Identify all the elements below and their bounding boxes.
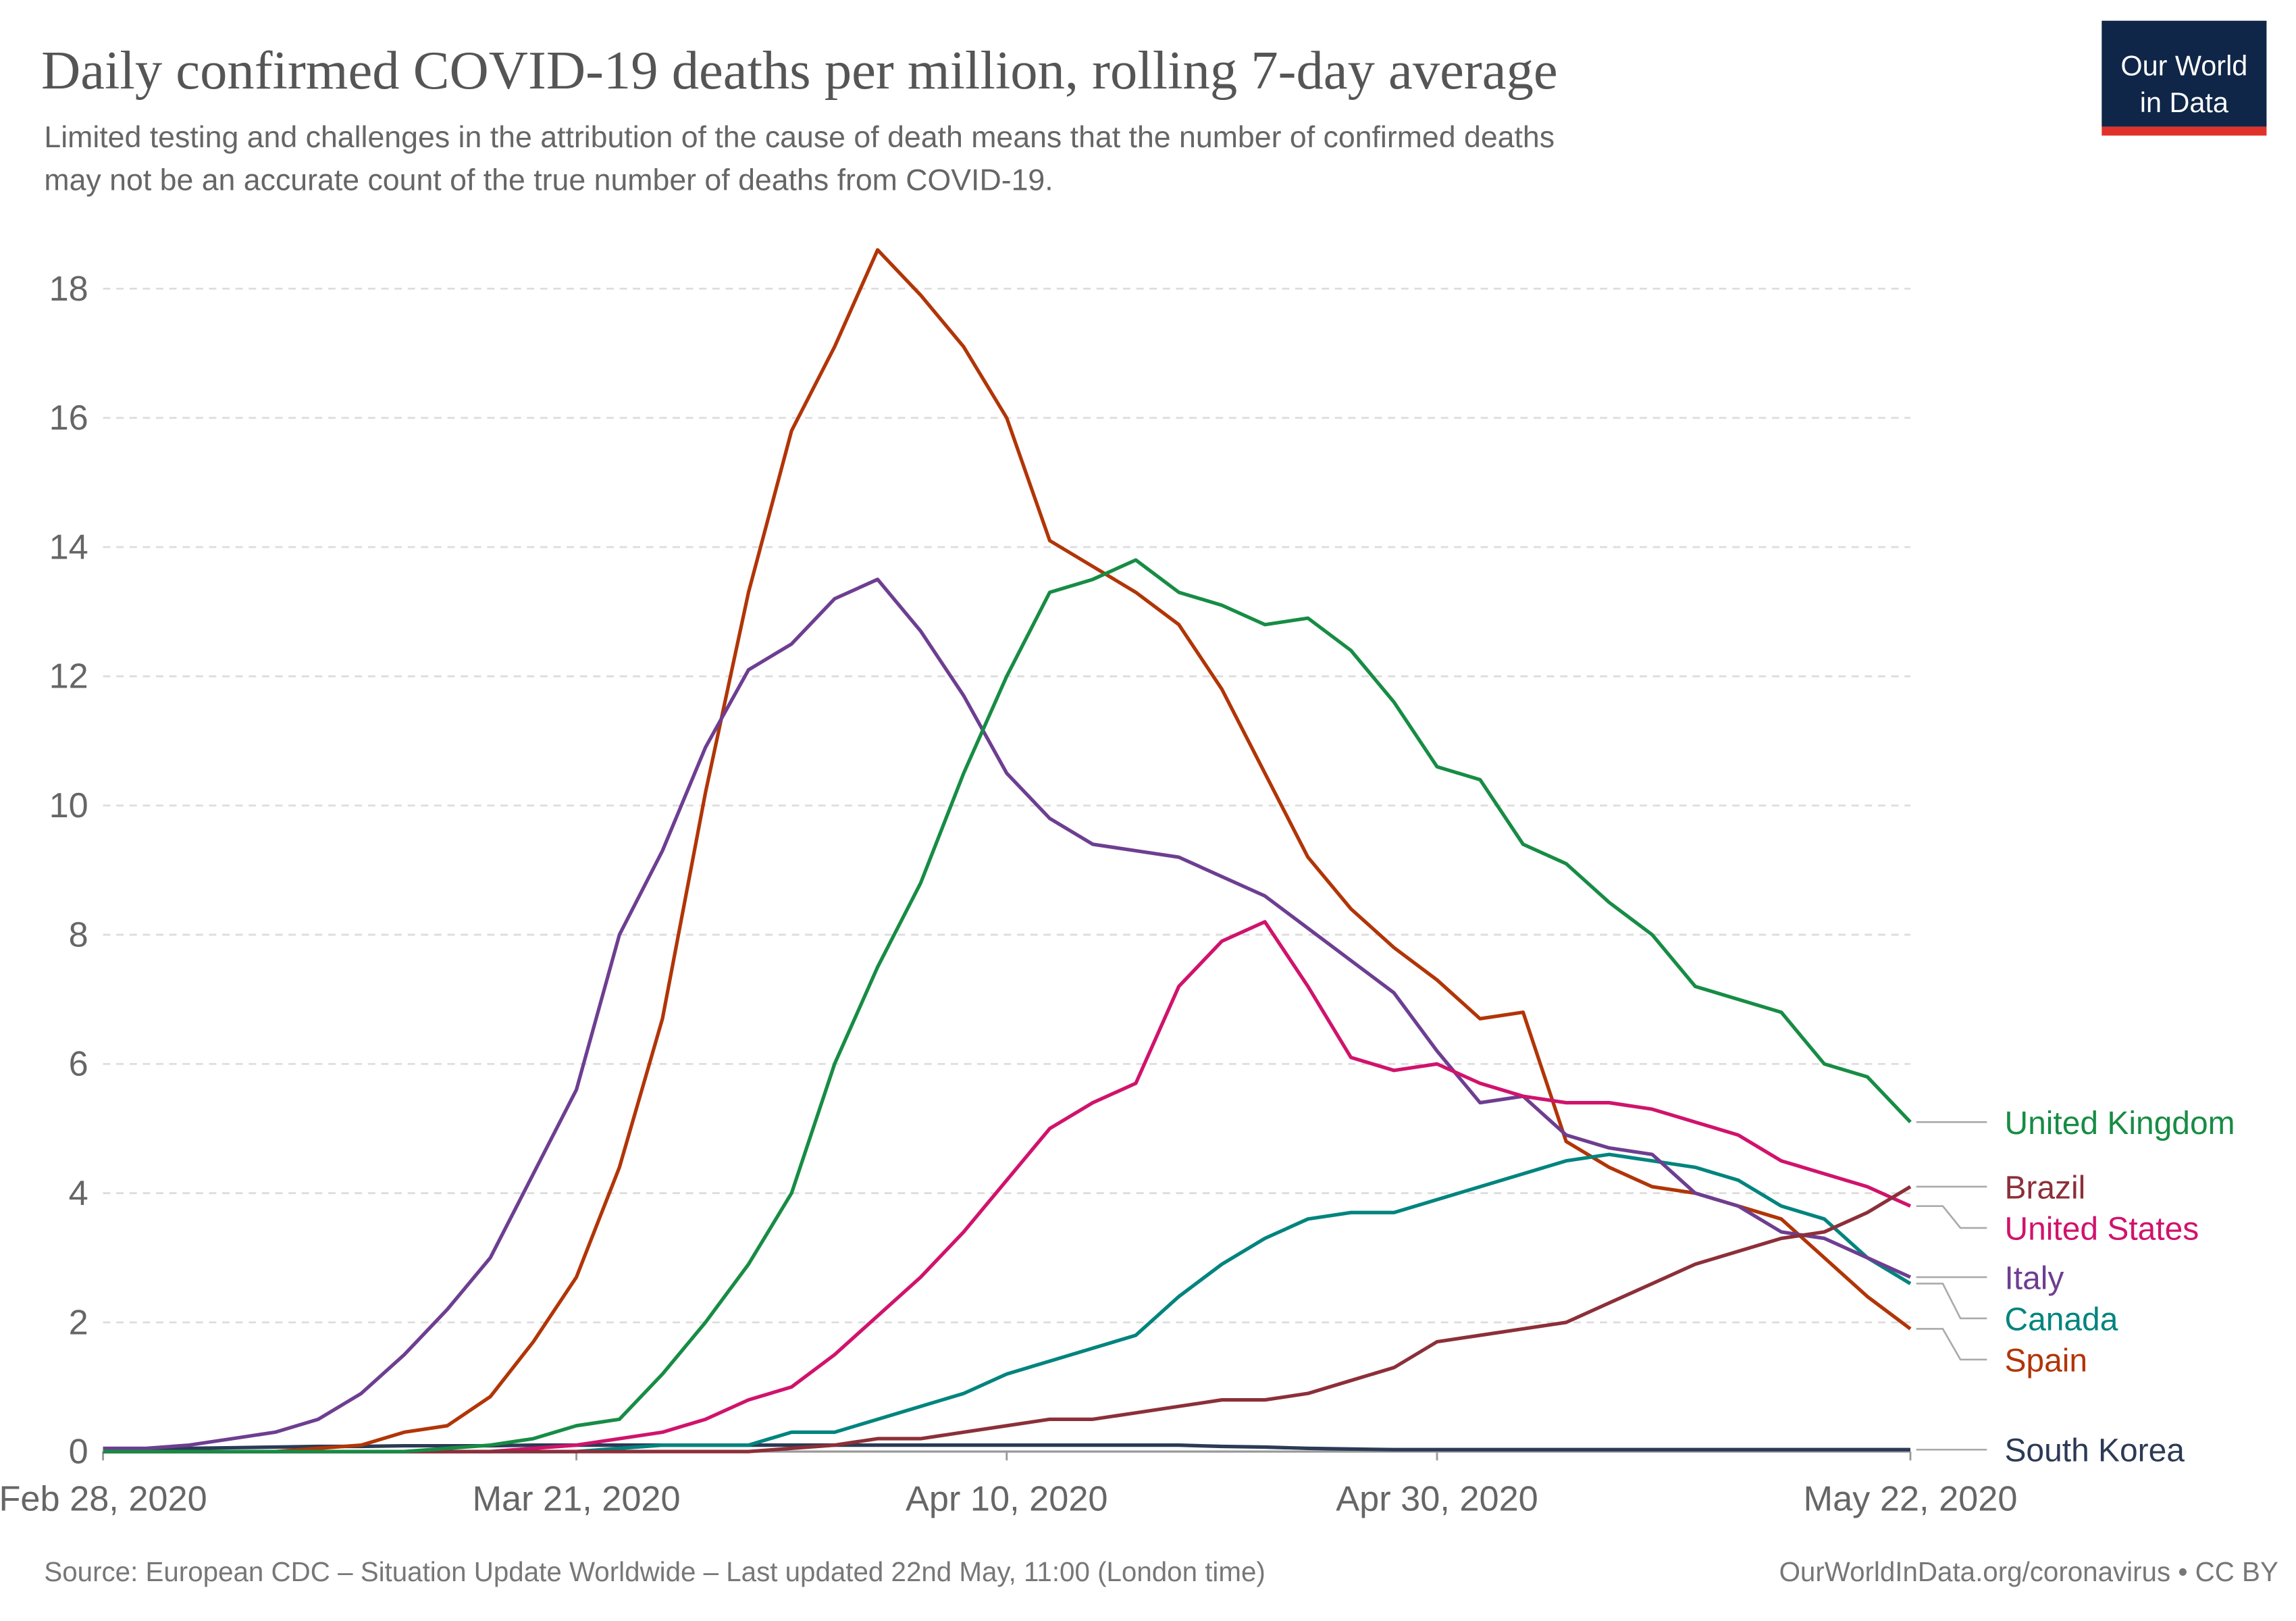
y-tick-label: 10 <box>49 786 88 825</box>
y-tick-label: 8 <box>69 915 88 954</box>
y-tick-label: 16 <box>49 398 88 438</box>
logo-text: in Data <box>2140 87 2229 118</box>
y-tick-label: 6 <box>69 1045 88 1084</box>
y-tick-label: 4 <box>69 1174 88 1213</box>
legend-label: Italy <box>2004 1260 2064 1296</box>
y-tick-label: 14 <box>49 528 88 567</box>
x-tick-label: Feb 28, 2020 <box>0 1479 207 1518</box>
series-line <box>103 558 1912 1453</box>
chart-title: Daily confirmed COVID-19 deaths per mill… <box>41 41 1558 101</box>
x-tick-label: Apr 10, 2020 <box>906 1479 1107 1518</box>
source-note: Source: European CDC – Situation Update … <box>44 1556 1265 1587</box>
legend-connector <box>1916 1328 1987 1361</box>
series-line <box>103 577 1912 1451</box>
series-line <box>103 1185 1912 1453</box>
x-tick-label: May 22, 2020 <box>1804 1479 2018 1518</box>
logo-text: Our World <box>2120 50 2247 81</box>
legend-label: United States <box>2004 1211 2199 1247</box>
x-tick-label: Apr 30, 2020 <box>1336 1479 1538 1518</box>
legend-connector <box>1916 1283 1987 1320</box>
series-line <box>103 920 1912 1453</box>
y-tick-label: 2 <box>69 1303 88 1342</box>
series-line <box>103 1152 1912 1453</box>
subtitle: Limited testing and challenges in the at… <box>44 121 1555 154</box>
legend-label: Spain <box>2004 1343 2087 1379</box>
y-tick-label: 12 <box>49 657 88 696</box>
subtitle: may not be an accurate count of the true… <box>44 163 1053 197</box>
y-tick-label: 0 <box>69 1433 88 1472</box>
logo-bar <box>2102 126 2267 136</box>
legend-label: South Korea <box>2004 1433 2185 1469</box>
legend-label: Canada <box>2004 1302 2118 1337</box>
legend-label: Brazil <box>2004 1170 2085 1206</box>
x-tick-label: Mar 21, 2020 <box>472 1479 680 1518</box>
legend-connector <box>1916 1205 1987 1229</box>
y-tick-label: 18 <box>49 269 88 309</box>
legend-label: United Kingdom <box>2004 1106 2235 1141</box>
credit[interactable]: OurWorldInData.org/coronavirus • CC BY <box>1779 1556 2278 1587</box>
logo[interactable]: Our World in Data <box>2102 20 2267 136</box>
logo-box <box>2102 20 2267 127</box>
series-line <box>103 248 1912 1453</box>
series-line <box>103 1443 1910 1452</box>
